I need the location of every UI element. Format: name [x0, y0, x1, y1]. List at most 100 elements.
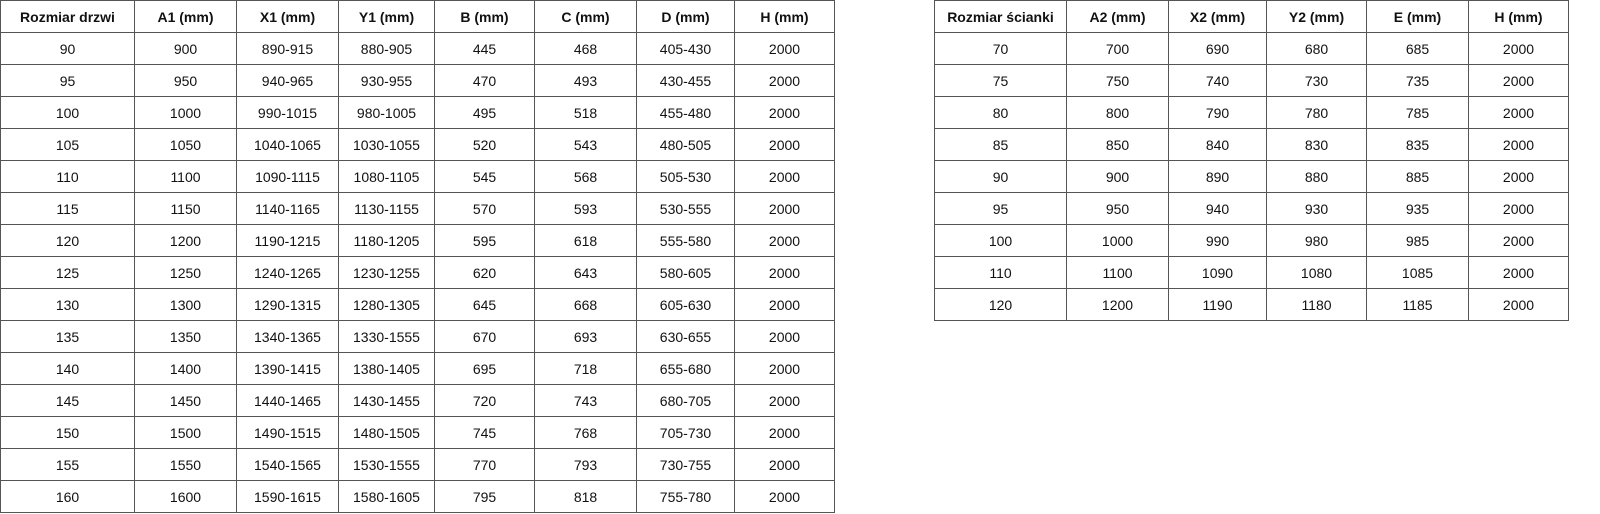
table-cell: 643	[534, 256, 637, 289]
table-cell: 445	[434, 32, 535, 65]
table-cell: 1030-1055	[338, 128, 435, 161]
table-cell: 680	[1266, 32, 1367, 65]
wall-panel-size-table: Rozmiar ścianki A2 (mm) X2 (mm) Y2 (mm) E (m…	[934, 0, 1569, 321]
column-header: B (mm)	[434, 0, 535, 33]
table-row: 120 1200 1190 1180 1185 2000	[934, 288, 1569, 321]
table-cell: 2000	[1468, 288, 1569, 321]
table-cell: 95	[934, 192, 1067, 225]
table-cell: 818	[534, 480, 637, 513]
table-cell: 1250	[134, 256, 237, 289]
table-cell: 730	[1266, 64, 1367, 97]
table-cell: 568	[534, 160, 637, 193]
table-cell: 880-905	[338, 32, 435, 65]
table-cell: 1090	[1168, 256, 1267, 289]
table-cell: 2000	[734, 160, 835, 193]
table-cell: 1480-1505	[338, 416, 435, 449]
table-cell: 2000	[1468, 192, 1569, 225]
table-row: 90 900 890 880 885 2000	[934, 160, 1569, 193]
table-row: 100 1000 990-1015 980-1005 495 518 455-480 2000	[0, 96, 835, 129]
table-cell: 1040-1065	[236, 128, 339, 161]
table-cell: 90	[0, 32, 135, 65]
table-cell: 1200	[134, 224, 237, 257]
table-cell: 2000	[1468, 128, 1569, 161]
table-cell: 455-480	[636, 96, 735, 129]
table-row: 135 1350 1340-1365 1330-1555 670 693 630-655 20…	[0, 320, 835, 353]
column-header: A1 (mm)	[134, 0, 237, 33]
table-cell: 1490-1515	[236, 416, 339, 449]
table-cell: 2000	[734, 128, 835, 161]
table-cell: 1590-1615	[236, 480, 339, 513]
table-cell: 1340-1365	[236, 320, 339, 353]
table-row: 110 1100 1090-1115 1080-1105 545 568 505-530 20…	[0, 160, 835, 193]
table-cell: 785	[1366, 96, 1469, 129]
table-row: 140 1400 1390-1415 1380-1405 695 718 655-680 20…	[0, 352, 835, 385]
table-cell: 1280-1305	[338, 288, 435, 321]
table-cell: 780	[1266, 96, 1367, 129]
column-header: X2 (mm)	[1168, 0, 1267, 33]
column-header: Rozmiar ścianki	[934, 0, 1067, 33]
table-cell: 1290-1315	[236, 288, 339, 321]
table-row: 100 1000 990 980 985 2000	[934, 224, 1569, 257]
table-cell: 743	[534, 384, 637, 417]
table-cell: 618	[534, 224, 637, 257]
table-cell: 685	[1366, 32, 1469, 65]
table-cell: 1400	[134, 352, 237, 385]
table-row: 105 1050 1040-1065 1030-1055 520 543 480-505 20…	[0, 128, 835, 161]
table-cell: 1180	[1266, 288, 1367, 321]
table-cell: 768	[534, 416, 637, 449]
table-cell: 880	[1266, 160, 1367, 193]
table-cell: 135	[0, 320, 135, 353]
table-cell: 700	[1066, 32, 1169, 65]
table-row: 95 950 940 930 935 2000	[934, 192, 1569, 225]
table-cell: 1080	[1266, 256, 1367, 289]
table-row: 80 800 790 780 785 2000	[934, 96, 1569, 129]
table-cell: 1080-1105	[338, 160, 435, 193]
table-cell: 1530-1555	[338, 448, 435, 481]
table-cell: 935	[1366, 192, 1469, 225]
table-cell: 840	[1168, 128, 1267, 161]
table-cell: 745	[434, 416, 535, 449]
table-cell: 885	[1366, 160, 1469, 193]
table-cell: 120	[934, 288, 1067, 321]
header-row: Rozmiar drzwi A1 (mm) X1 (mm) Y1 (mm) B (mm)…	[0, 0, 835, 33]
table-cell: 1330-1555	[338, 320, 435, 353]
table-cell: 543	[534, 128, 637, 161]
table-cell: 2000	[734, 320, 835, 353]
table-cell: 1450	[134, 384, 237, 417]
table-cell: 695	[434, 352, 535, 385]
column-header: Rozmiar drzwi	[0, 0, 135, 33]
table-row: 125 1250 1240-1265 1230-1255 620 643 580-605 20…	[0, 256, 835, 289]
column-header: X1 (mm)	[236, 0, 339, 33]
table-row: 95 950 940-965 930-955 470 493 430-455 2000	[0, 64, 835, 97]
table-cell: 990	[1168, 224, 1267, 257]
table-cell: 1430-1455	[338, 384, 435, 417]
table-cell: 2000	[734, 352, 835, 385]
column-header: C (mm)	[534, 0, 637, 33]
table-cell: 1150	[134, 192, 237, 225]
table-cell: 2000	[734, 192, 835, 225]
table-cell: 730-755	[636, 448, 735, 481]
table-cell: 755-780	[636, 480, 735, 513]
table-cell: 1100	[134, 160, 237, 193]
table-cell: 1000	[134, 96, 237, 129]
table-cell: 95	[0, 64, 135, 97]
table-cell: 793	[534, 448, 637, 481]
table-cell: 605-630	[636, 288, 735, 321]
table-cell: 655-680	[636, 352, 735, 385]
table-cell: 1550	[134, 448, 237, 481]
table-cell: 740	[1168, 64, 1267, 97]
table-cell: 1390-1415	[236, 352, 339, 385]
table-cell: 890	[1168, 160, 1267, 193]
table-cell: 630-655	[636, 320, 735, 353]
column-header: Y1 (mm)	[338, 0, 435, 33]
table-cell: 1380-1405	[338, 352, 435, 385]
table-cell: 790	[1168, 96, 1267, 129]
table-cell: 518	[534, 96, 637, 129]
table-cell: 493	[534, 64, 637, 97]
table-cell: 100	[934, 224, 1067, 257]
table-cell: 2000	[734, 480, 835, 513]
table-cell: 1350	[134, 320, 237, 353]
table-cell: 520	[434, 128, 535, 161]
table-cell: 2000	[734, 384, 835, 417]
table-cell: 1100	[1066, 256, 1169, 289]
